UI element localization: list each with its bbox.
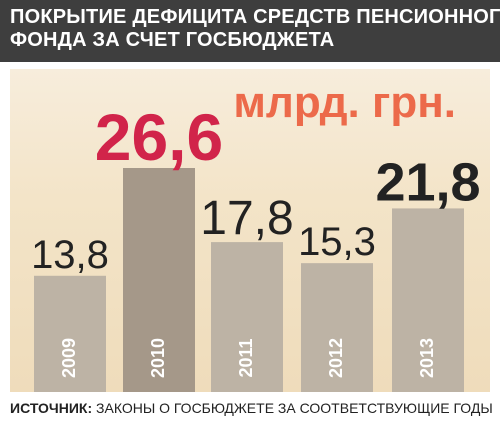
chart-title-line-2: ФОНДА ЗА СЧЕТ ГОСБЮДЖЕТА	[10, 29, 335, 51]
bar-2010	[123, 168, 195, 392]
source-prefix: ИСТОЧНИК:	[10, 400, 93, 416]
bar-2013	[392, 208, 464, 392]
bar-2009	[34, 275, 106, 392]
source-note: ИСТОЧНИК: ЗАКОНЫ О ГОСБЮДЖЕТЕ ЗА СООТВЕТ…	[10, 397, 493, 419]
category-label-2009: 2009	[59, 338, 79, 378]
chart-title: ПОКРЫТИЕ ДЕФИЦИТА СРЕДСТВ ПЕНСИОННОГО ФО…	[0, 0, 500, 62]
category-label-2013: 2013	[417, 338, 437, 378]
chart-panel: 13,8 2009 26,6 2010 17,8 2011 15,3 2012 21,8 2013…	[10, 69, 490, 392]
value-label-2012: 15,3	[298, 220, 376, 264]
value-label-2009: 13,8	[31, 233, 109, 277]
bar-chart: 13,8 2009 26,6 2010 17,8 2011 15,3 2012 21,8 2013	[31, 100, 481, 392]
value-label-2010: 26,6	[95, 100, 223, 174]
source-text: ЗАКОНЫ О ГОСБЮДЖЕТЕ ЗА СООТВЕТСТВУЮЩИЕ Г…	[92, 400, 493, 416]
unit-label: млрд. грн.	[233, 78, 456, 127]
chart-title-line-1: ПОКРЫТИЕ ДЕФИЦИТА СРЕДСТВ ПЕНСИОННОГО	[10, 6, 500, 28]
category-label-2010: 2010	[148, 338, 168, 378]
bar-2011	[211, 242, 283, 392]
category-label-2011: 2011	[236, 338, 256, 377]
value-label-2011: 17,8	[200, 192, 293, 245]
category-label-2012: 2012	[326, 338, 346, 378]
value-label-2013: 21,8	[375, 152, 480, 212]
bar-2012	[301, 263, 373, 392]
